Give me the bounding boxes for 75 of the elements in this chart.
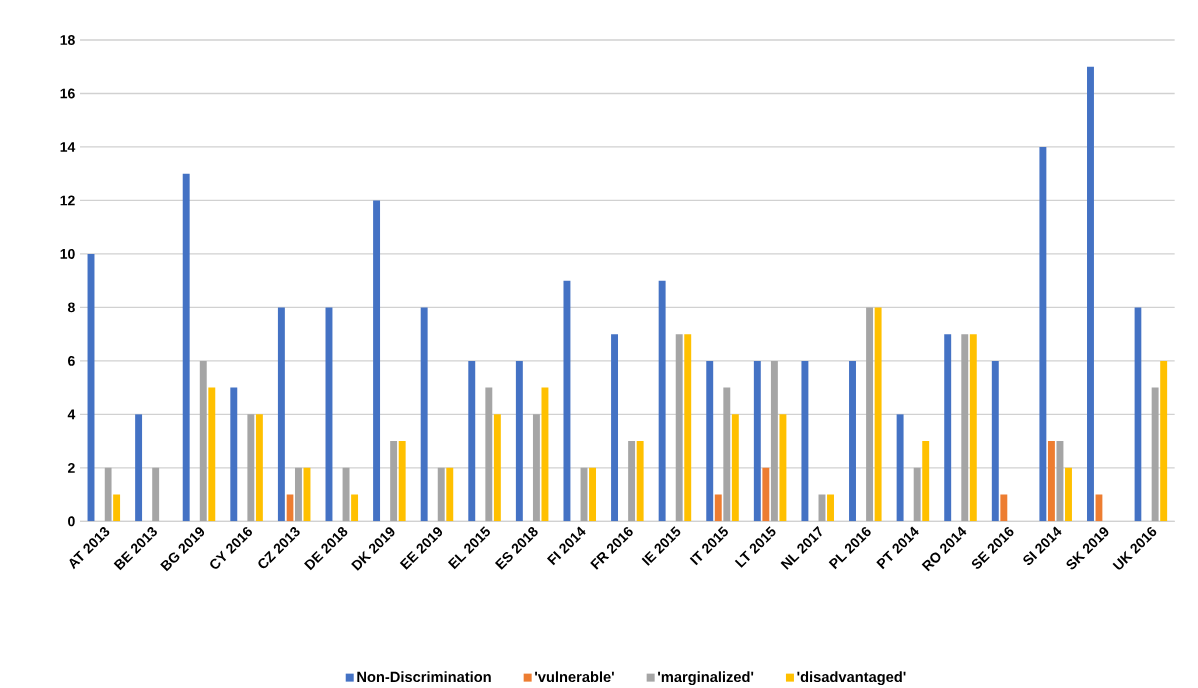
- y-tick-label: 12: [60, 195, 75, 206]
- bar: [468, 360, 476, 522]
- bar: [849, 360, 856, 522]
- bar: [294, 467, 302, 522]
- bar: [437, 467, 445, 522]
- bar: [913, 467, 921, 522]
- bar: [446, 467, 454, 522]
- bar: [1087, 66, 1094, 522]
- bar: [991, 360, 999, 522]
- bar: [714, 494, 722, 522]
- bar: [255, 414, 263, 522]
- bar: [1160, 360, 1168, 522]
- bar: [1047, 441, 1055, 522]
- bar: [628, 441, 636, 522]
- bar: [1039, 146, 1047, 522]
- bar: [515, 360, 523, 522]
- bar: [390, 441, 398, 522]
- bar: [152, 467, 160, 522]
- bar: [398, 441, 406, 522]
- bar: [277, 307, 285, 522]
- bar: [104, 467, 112, 522]
- legend-label: 'disadvantaged': [797, 671, 906, 686]
- bar: [675, 334, 683, 522]
- bar: [961, 334, 969, 522]
- bar: [706, 360, 714, 522]
- y-tick-label: 18: [60, 35, 75, 45]
- bar: [874, 307, 882, 522]
- legend-label: 'marginalized': [658, 671, 754, 686]
- bar: [113, 494, 121, 522]
- bar: [636, 441, 644, 522]
- bar: [658, 280, 666, 522]
- bar: [801, 360, 809, 522]
- y-tick-label: 4: [67, 409, 76, 420]
- bar: [969, 334, 977, 522]
- y-tick-label: 0: [68, 516, 75, 527]
- bar: [247, 414, 255, 522]
- bar: [135, 414, 143, 522]
- bar: [762, 467, 770, 522]
- bar: [420, 307, 428, 522]
- legend-label: 'vulnerable': [535, 671, 614, 683]
- y-tick-label: 8: [67, 302, 75, 313]
- bar: [1056, 441, 1064, 522]
- bar: [589, 467, 597, 522]
- y-tick-label: 14: [60, 142, 76, 152]
- bar: [342, 467, 350, 522]
- bar: [373, 200, 381, 522]
- bar: [731, 414, 739, 522]
- bar: [753, 360, 761, 522]
- bar: [922, 441, 930, 522]
- bar: [770, 360, 778, 522]
- bar: [485, 387, 493, 522]
- y-tick-label: 6: [68, 355, 75, 366]
- bar: [563, 280, 571, 522]
- bar: [1000, 494, 1008, 522]
- bar: [230, 387, 238, 522]
- bar: [896, 414, 904, 522]
- bar: [611, 334, 619, 522]
- bar: [723, 387, 731, 522]
- bar: [541, 387, 549, 522]
- bar: [199, 360, 207, 522]
- bar: [351, 494, 359, 522]
- bar: [182, 173, 190, 522]
- bar: [684, 334, 692, 522]
- bar: [944, 334, 952, 522]
- y-tick-label: 10: [60, 248, 75, 259]
- bar: [493, 414, 501, 522]
- bar: [208, 387, 216, 522]
- legend-label: Non-Discrimination: [357, 671, 491, 683]
- bar: [532, 414, 540, 522]
- y-tick-label: 16: [60, 88, 75, 99]
- bar: [1065, 467, 1072, 522]
- bar: [779, 414, 787, 522]
- bar: [866, 307, 874, 522]
- y-tick-label: 2: [68, 462, 75, 473]
- bar: [827, 494, 834, 522]
